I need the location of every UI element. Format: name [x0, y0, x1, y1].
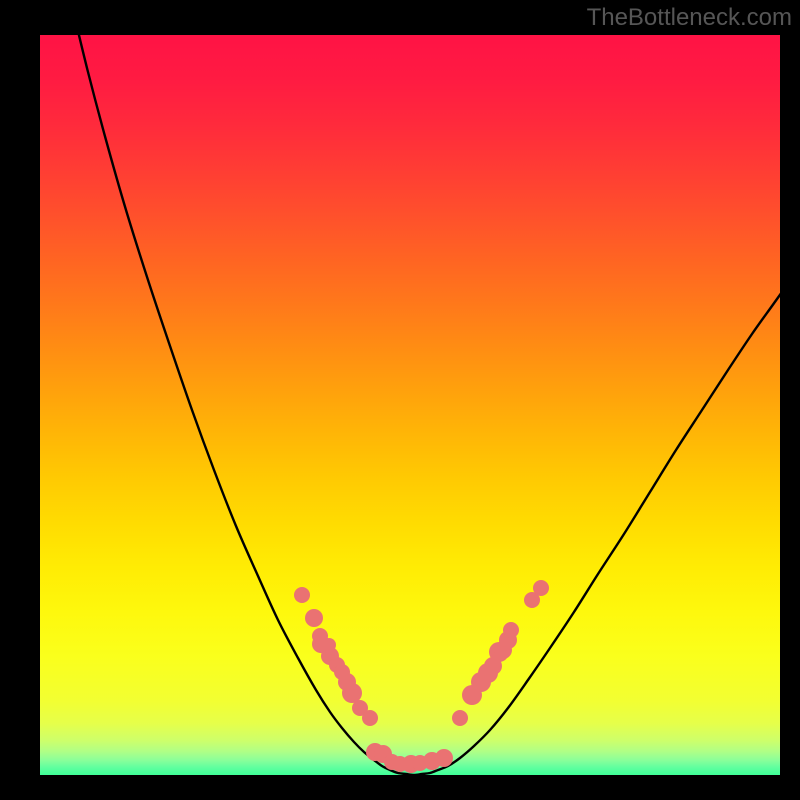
plot-background	[40, 35, 780, 775]
chart-canvas: TheBottleneck.com	[0, 0, 800, 800]
watermark-label: TheBottleneck.com	[587, 4, 792, 32]
